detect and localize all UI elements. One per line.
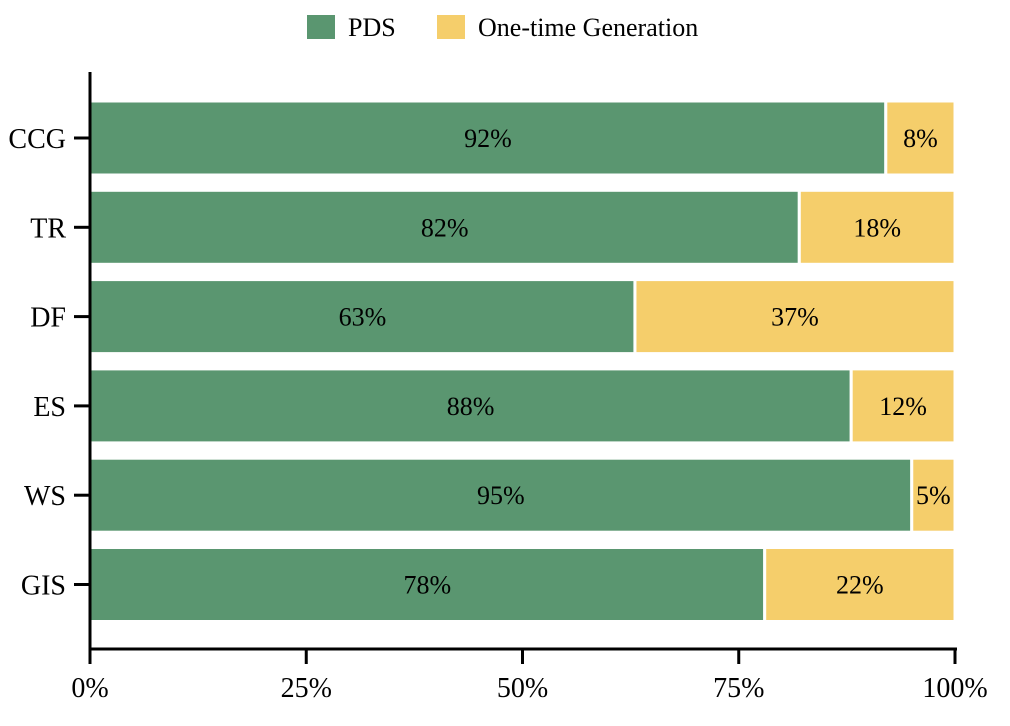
data-label-one-time-generation-gis: 22% bbox=[836, 571, 884, 600]
legend-label-one-time-generation: One-time Generation bbox=[478, 13, 698, 42]
bar-one-time-generation-gis bbox=[763, 546, 957, 623]
bar-one-time-generation-ccg bbox=[884, 99, 957, 177]
bar-one-time-generation-es bbox=[849, 367, 957, 445]
y-axis-ticks: CCG TR DF ES WS GIS bbox=[8, 124, 90, 602]
x-tick-label-50: 50% bbox=[497, 673, 548, 704]
y-tick-label-tr: TR bbox=[30, 213, 66, 244]
bar-pds-tr bbox=[88, 188, 801, 266]
y-tick-label-df: DF bbox=[30, 303, 66, 334]
bar-one-time-generation-df bbox=[633, 278, 957, 356]
data-label-one-time-generation-ws: 5% bbox=[916, 481, 951, 510]
y-tick-label-ccg: CCG bbox=[8, 124, 66, 155]
data-label-pds-es: 88% bbox=[447, 392, 495, 421]
legend-label-pds: PDS bbox=[348, 13, 396, 42]
bar-one-time-generation-tr bbox=[797, 188, 957, 266]
bar-one-time-generation-ws bbox=[910, 456, 957, 534]
bar-pds-df bbox=[88, 278, 637, 356]
data-label-one-time-generation-es: 12% bbox=[879, 392, 927, 421]
data-label-pds-df: 63% bbox=[339, 303, 387, 332]
legend-swatch-one-time-generation bbox=[437, 15, 465, 39]
data-label-one-time-generation-tr: 18% bbox=[853, 213, 901, 242]
data-label-pds-ccg: 92% bbox=[464, 124, 512, 153]
bar-data-labels: 92% 8% 82% 18% 63% 37% 88% 12% 95% 5% 78% 22% bbox=[339, 124, 951, 600]
y-tick-label-gis: GIS bbox=[21, 571, 66, 602]
data-label-pds-tr: 82% bbox=[421, 213, 469, 242]
bars bbox=[88, 99, 957, 623]
data-label-one-time-generation-ccg: 8% bbox=[903, 124, 938, 153]
x-axis-ticks: 0% 25% 50% 75% 100% bbox=[71, 649, 988, 704]
x-tick-label-75: 75% bbox=[713, 673, 764, 704]
x-tick-label-100: 100% bbox=[922, 673, 987, 704]
bar-pds-es bbox=[88, 367, 853, 445]
legend: PDS One-time Generation bbox=[307, 13, 698, 42]
x-tick-label-0: 0% bbox=[71, 673, 108, 704]
x-tick-label-25: 25% bbox=[281, 673, 332, 704]
data-label-pds-gis: 78% bbox=[404, 571, 452, 600]
data-label-pds-ws: 95% bbox=[477, 481, 525, 510]
y-tick-label-es: ES bbox=[33, 392, 66, 423]
legend-swatch-pds bbox=[307, 15, 335, 39]
data-label-one-time-generation-df: 37% bbox=[771, 303, 819, 332]
bar-pds-ccg bbox=[88, 99, 888, 177]
y-tick-label-ws: WS bbox=[24, 481, 66, 512]
